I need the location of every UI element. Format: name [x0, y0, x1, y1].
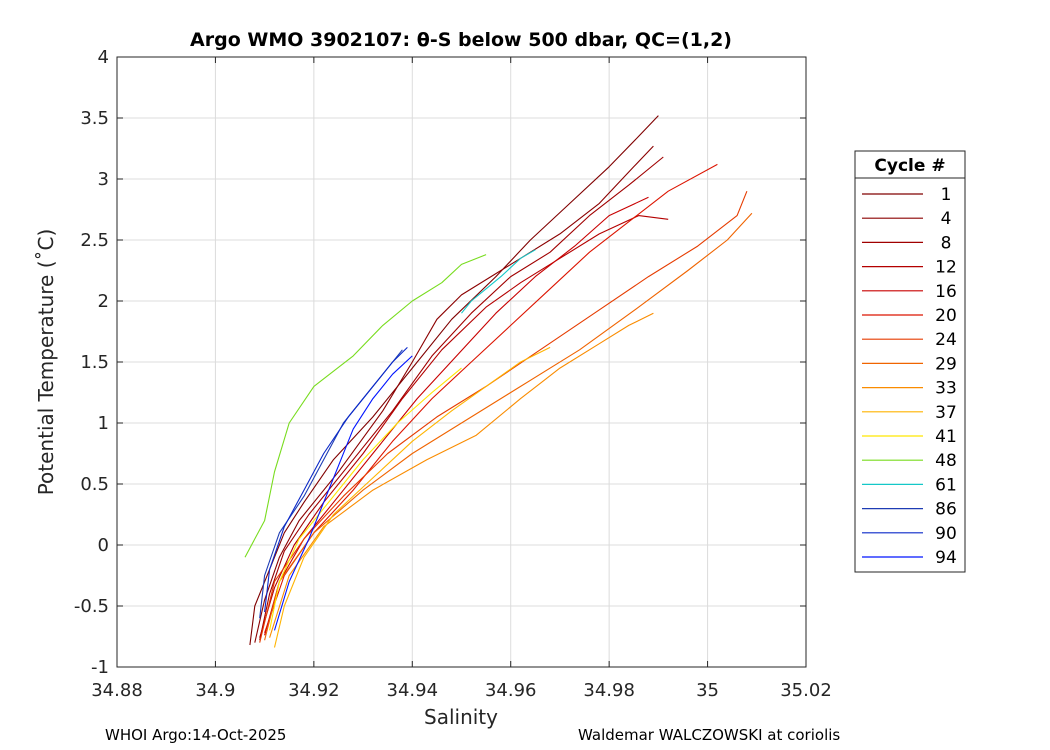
- x-tick-label: 34.96: [485, 680, 537, 701]
- y-tick-label: 0.5: [80, 474, 109, 495]
- x-tick-label: 34.88: [91, 680, 143, 701]
- series-line-cycle-37: [273, 346, 551, 648]
- x-tick-label: 34.94: [387, 680, 439, 701]
- x-tick-label: 34.92: [288, 680, 340, 701]
- legend-label: 90: [935, 524, 957, 544]
- series-line-cycle-48: [244, 254, 487, 558]
- y-tick-label: 3.5: [80, 108, 109, 129]
- y-tick-label: 4: [98, 47, 109, 68]
- series-line-cycle-16: [264, 196, 649, 636]
- y-tick-label: 3: [98, 169, 109, 190]
- x-tick-label: 35.02: [780, 680, 832, 701]
- y-tick-label: 1.5: [80, 352, 109, 373]
- series-line-cycle-12: [259, 215, 669, 638]
- y-tick-label: -1: [91, 657, 109, 678]
- legend-title: Cycle #: [874, 156, 945, 176]
- y-tick-label: 2: [98, 291, 109, 312]
- legend-label: 86: [935, 500, 957, 520]
- legend-label: 41: [935, 427, 957, 447]
- legend-label: 1: [941, 185, 952, 205]
- footer-left: WHOI Argo:14-Oct-2025: [105, 726, 287, 744]
- tick-layer: 34.88 34.9 34.92 34.94 34.96 34.98 35 35.02 -1 -0…: [74, 47, 832, 701]
- footer-right: Waldemar WALCZOWSKI at coriolis: [578, 726, 841, 744]
- x-tick-label: 34.98: [583, 680, 635, 701]
- legend-label: 48: [935, 451, 957, 471]
- series-line-cycle-4: [254, 145, 654, 643]
- series-line-cycle-33: [269, 312, 654, 638]
- legend-label: 94: [935, 548, 957, 568]
- x-tick-label: 34.9: [195, 680, 235, 701]
- legend-label: 37: [935, 403, 957, 423]
- x-tick-label: 35: [696, 680, 719, 701]
- y-tick-label: -0.5: [74, 596, 109, 617]
- series-line-cycle-94: [273, 355, 413, 631]
- chart-title: Argo WMO 3902107: θ-S below 500 dbar, QC…: [190, 29, 732, 51]
- legend-label: 33: [935, 379, 957, 399]
- legend-label: 29: [935, 354, 957, 374]
- legend-label: 4: [941, 209, 952, 229]
- legend-label: 20: [935, 306, 957, 326]
- legend-label: 12: [935, 258, 957, 278]
- series-line-cycle-90: [264, 347, 408, 613]
- legend-label: 16: [935, 282, 957, 302]
- y-tick-label: 2.5: [80, 230, 109, 251]
- x-axis-label: Salinity: [424, 705, 498, 729]
- legend-label: 61: [935, 475, 957, 495]
- series-line-cycle-61: [461, 249, 536, 314]
- y-axis-label: Potential Temperature (˚C): [34, 229, 58, 496]
- y-tick-label: 0: [98, 535, 109, 556]
- series-line-cycle-41: [269, 367, 462, 631]
- series-line-cycle-8: [259, 156, 664, 641]
- series-layer: [244, 115, 753, 648]
- series-line-cycle-1: [249, 115, 659, 646]
- legend-label: 8: [941, 233, 952, 253]
- plot-area: 34.88 34.9 34.92 34.94 34.96 34.98 35 35.02 -1 -0…: [74, 47, 832, 701]
- y-tick-label: 1: [98, 413, 109, 434]
- legend-box: [854, 150, 966, 573]
- legend-label: 24: [935, 330, 957, 350]
